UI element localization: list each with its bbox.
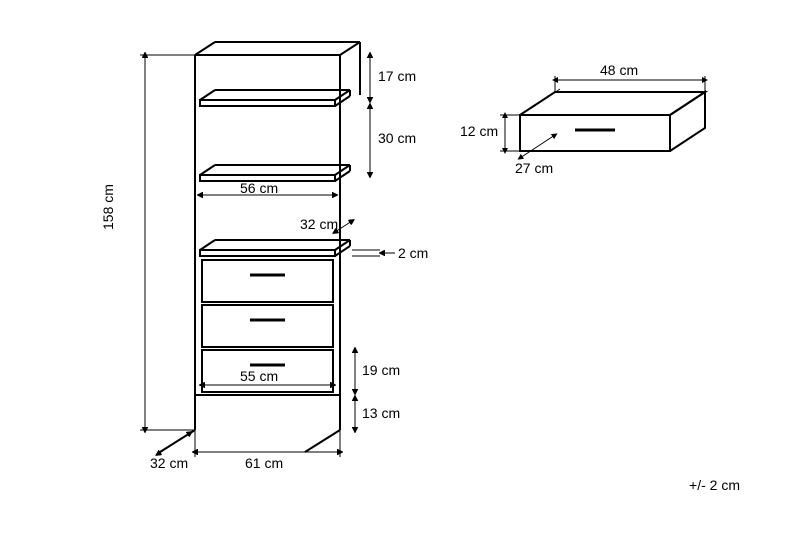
dim-top-gap-17: 17 cm (378, 68, 416, 84)
tolerance-note: +/- 2 cm (689, 477, 740, 493)
dim-base-depth-32: 32 cm (150, 455, 188, 471)
dim-drawer-width-55: 55 cm (240, 368, 278, 384)
dim-drawer-h-12: 12 cm (460, 123, 498, 139)
dim-shelf-thickness-2: 2 cm (398, 245, 428, 261)
dim-base-width-61: 61 cm (245, 455, 283, 471)
dim-shelf-depth-32: 32 cm (300, 216, 338, 232)
dim-drawer-d-27: 27 cm (515, 160, 553, 176)
dim-gap-19: 19 cm (362, 362, 400, 378)
dim-drawer-w-48: 48 cm (600, 62, 638, 78)
dim-height-158: 158 cm (100, 184, 116, 230)
diagram-canvas: 158 cm 17 cm 30 cm 56 cm 32 cm 2 cm 55 c… (0, 0, 800, 533)
dim-shelf-width-56: 56 cm (240, 180, 278, 196)
dim-shelf-spacing-30: 30 cm (378, 130, 416, 146)
dim-foot-13: 13 cm (362, 405, 400, 421)
